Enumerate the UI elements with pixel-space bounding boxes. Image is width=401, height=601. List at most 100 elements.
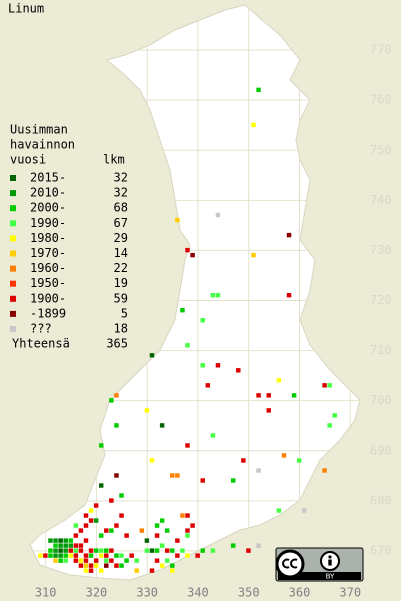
observation-cell xyxy=(159,423,165,428)
observation-cell xyxy=(98,548,104,553)
observation-cell xyxy=(88,563,94,568)
legend-swatch xyxy=(10,310,16,317)
observation-cell xyxy=(93,563,99,568)
legend-count: 18 xyxy=(114,322,128,336)
observation-cell xyxy=(73,543,79,548)
observation-cell xyxy=(53,558,58,563)
observation-cell xyxy=(149,353,155,358)
observation-cell xyxy=(185,343,190,348)
observation-cell xyxy=(58,558,63,563)
observation-cell xyxy=(256,468,261,473)
observation-cell xyxy=(230,543,236,548)
observation-cell xyxy=(159,518,165,523)
observation-cell xyxy=(88,508,94,513)
observation-cell xyxy=(154,523,160,528)
observation-cell xyxy=(88,553,94,558)
observation-cell xyxy=(190,252,195,258)
observation-cell xyxy=(38,553,43,558)
observation-cell xyxy=(104,528,109,533)
observation-cell xyxy=(281,453,287,458)
legend-label: ??? xyxy=(30,322,52,336)
observation-cell xyxy=(210,548,216,553)
observation-cell xyxy=(175,217,180,223)
observation-cell xyxy=(170,548,175,553)
legend-label: 2010- xyxy=(30,186,66,200)
observation-cell xyxy=(256,87,261,93)
observation-cell xyxy=(68,548,74,553)
legend-swatch xyxy=(10,295,16,302)
license-badge: BY xyxy=(275,547,364,582)
legend-count: 59 xyxy=(114,291,128,305)
observation-cell xyxy=(63,538,68,543)
observation-cell xyxy=(83,553,89,558)
legend-total: 365 xyxy=(106,337,128,351)
country-outline xyxy=(29,4,361,581)
observation-cell xyxy=(180,548,185,553)
observation-cell xyxy=(83,523,89,528)
observation-cell xyxy=(109,558,114,563)
observation-cell xyxy=(78,543,84,548)
legend-swatch xyxy=(10,280,16,287)
observation-cell xyxy=(58,553,63,558)
observation-cell xyxy=(144,548,150,553)
observation-cell xyxy=(68,538,74,543)
observation-cell xyxy=(73,553,79,558)
legend-label: 1970- xyxy=(30,246,66,260)
observation-cell xyxy=(48,553,53,558)
observation-cell xyxy=(104,548,109,553)
observation-cell xyxy=(170,473,175,478)
observation-cell xyxy=(43,553,48,558)
observation-cell xyxy=(286,292,292,298)
legend-count: 68 xyxy=(114,201,128,215)
observation-cell xyxy=(164,548,170,553)
observation-cell xyxy=(180,308,185,313)
observation-cell xyxy=(53,553,58,558)
observation-cell xyxy=(215,212,221,218)
legend-header: havainnon xyxy=(10,138,75,152)
observation-cell xyxy=(266,408,271,413)
observation-cell xyxy=(53,538,58,543)
observation-cell xyxy=(175,538,180,543)
observation-cell xyxy=(73,533,79,538)
observation-cell xyxy=(78,563,84,568)
observation-cell xyxy=(88,548,94,553)
observation-cell xyxy=(205,383,211,388)
legend-count: 32 xyxy=(114,171,128,185)
observation-cell xyxy=(236,368,241,373)
x-tick-label: 350 xyxy=(238,586,260,600)
observation-cell xyxy=(114,423,119,428)
legend-count: 19 xyxy=(114,276,128,290)
observation-cell xyxy=(276,378,282,383)
legend-swatch xyxy=(10,190,16,197)
legend-swatch xyxy=(10,250,16,257)
legend-count: 32 xyxy=(114,186,128,200)
observation-cell xyxy=(68,553,74,558)
observation-cell xyxy=(241,458,246,463)
observation-cell xyxy=(63,548,68,553)
observation-cell xyxy=(164,558,170,563)
observation-cell xyxy=(332,413,337,418)
observation-cell xyxy=(185,247,190,253)
observation-cell xyxy=(251,252,256,258)
observation-cell xyxy=(109,548,114,553)
observation-cell xyxy=(200,363,205,368)
legend-label: 1900- xyxy=(30,291,66,305)
observation-cell xyxy=(78,548,84,553)
observation-cell xyxy=(88,568,94,573)
legend-swatch xyxy=(10,205,16,212)
legend-header: vuosi xyxy=(10,153,46,167)
y-tick-label: 670 xyxy=(370,543,392,557)
y-tick-label: 730 xyxy=(370,243,392,257)
observation-cell xyxy=(327,383,332,388)
legend-swatch xyxy=(10,235,16,242)
observation-cell xyxy=(149,568,155,573)
observation-cell xyxy=(98,568,104,573)
observation-cell xyxy=(119,493,124,498)
observation-cell xyxy=(180,513,185,518)
observation-cell xyxy=(93,503,99,508)
observation-cell xyxy=(154,558,160,563)
x-tick-label: 370 xyxy=(339,586,361,600)
observation-cell xyxy=(246,548,251,553)
observation-cell xyxy=(154,548,160,553)
